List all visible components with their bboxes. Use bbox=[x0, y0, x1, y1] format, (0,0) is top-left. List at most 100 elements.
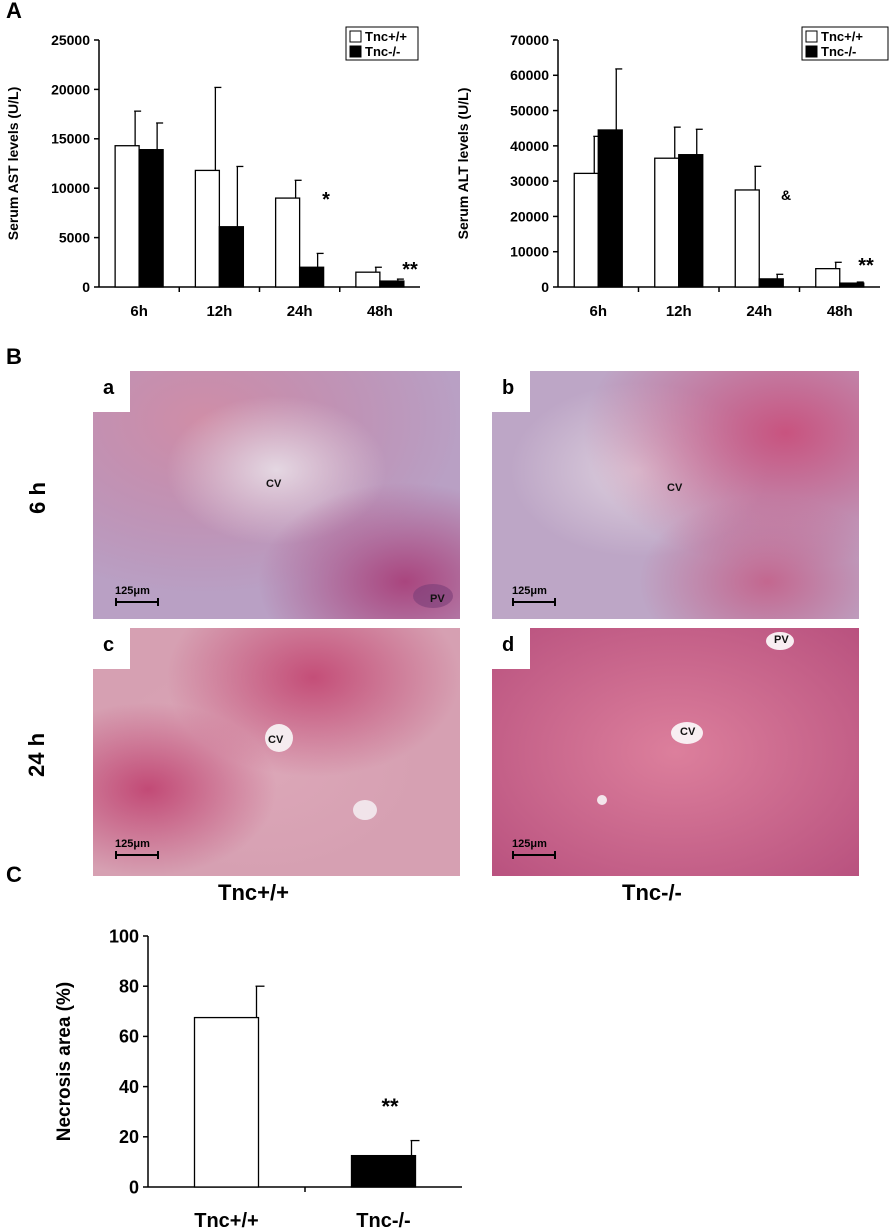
subpanel-letter: a bbox=[93, 371, 131, 412]
bar bbox=[678, 154, 704, 288]
bar bbox=[379, 280, 405, 288]
y-tick-label: 10000 bbox=[51, 180, 90, 196]
subpanel-letter: c bbox=[93, 628, 131, 669]
legend-swatch bbox=[349, 30, 362, 43]
tissue-image bbox=[492, 628, 859, 876]
x-tick-label: Tnc-/- bbox=[356, 1210, 410, 1232]
bar bbox=[815, 268, 841, 288]
y-tick-label: 100 bbox=[109, 926, 139, 946]
scale-label: 125μm bbox=[512, 585, 547, 597]
legend-swatch bbox=[805, 30, 818, 43]
y-tick-label: 5000 bbox=[59, 230, 90, 246]
ast-chart: Serum AST levels (U/L) 0 5000 10000 15000 200… bbox=[5, 26, 420, 320]
bar bbox=[654, 157, 680, 288]
panel-label-b: B bbox=[6, 344, 22, 369]
bar bbox=[758, 278, 784, 288]
y-axis-label: Serum AST levels (U/L) bbox=[5, 87, 21, 241]
bar bbox=[138, 149, 164, 288]
significance-mark: ** bbox=[402, 259, 418, 281]
tissue-image bbox=[492, 371, 859, 619]
y-tick-label: 50000 bbox=[510, 102, 549, 118]
y-axis-label: Necrosis area (%) bbox=[54, 982, 75, 1141]
x-tick-label: 6h bbox=[589, 303, 607, 320]
scale-bar: 125μm bbox=[512, 838, 560, 860]
subpanel-letter: d bbox=[492, 628, 531, 669]
y-tick-label: 70000 bbox=[510, 32, 549, 48]
y-tick-label: 30000 bbox=[510, 173, 549, 189]
legend-label: Tnc+/+ bbox=[365, 29, 407, 44]
bar bbox=[298, 266, 325, 288]
row-label-24h: 24 h bbox=[24, 732, 50, 778]
alt-chart: Serum ALT levels (U/L) 0 10000 20000 30000 40… bbox=[455, 26, 889, 320]
scale-bar: 125μm bbox=[115, 585, 163, 607]
bar bbox=[355, 271, 381, 288]
x-tick-label: 6h bbox=[130, 303, 148, 320]
micrograph-a: a CV PV 125μm bbox=[93, 371, 460, 619]
y-tick-label: 60 bbox=[119, 1027, 139, 1047]
x-tick-label: 48h bbox=[827, 303, 853, 320]
y-tick-label: 20000 bbox=[51, 81, 90, 97]
bar bbox=[218, 226, 245, 288]
y-tick-label: 60000 bbox=[510, 67, 549, 83]
scale-label: 125μm bbox=[115, 585, 150, 597]
pv-label: PV bbox=[774, 634, 789, 646]
x-tick-label: Tnc+/+ bbox=[194, 1210, 258, 1232]
significance-mark: * bbox=[322, 189, 330, 211]
cv-label: CV bbox=[680, 726, 696, 738]
bar bbox=[839, 282, 865, 288]
x-tick-label: 12h bbox=[666, 303, 692, 320]
scale-label: 125μm bbox=[115, 838, 150, 850]
micrograph-b: b CV 125μm bbox=[492, 371, 859, 619]
bar bbox=[274, 197, 301, 288]
x-tick-label: 24h bbox=[746, 303, 772, 320]
y-tick-label: 40000 bbox=[510, 138, 549, 154]
legend-swatch bbox=[349, 45, 362, 58]
y-tick-label: 0 bbox=[82, 279, 90, 295]
panel-label-c: C bbox=[6, 862, 22, 887]
y-tick-label: 15000 bbox=[51, 131, 90, 147]
cv-label: CV bbox=[266, 478, 282, 490]
legend-label: Tnc-/- bbox=[821, 44, 856, 59]
tissue-image bbox=[93, 628, 460, 876]
cv-label: CV bbox=[667, 482, 683, 494]
col-label-ko: Tnc-/- bbox=[622, 880, 682, 905]
micrograph-d: d CV PV 125μm bbox=[492, 628, 859, 876]
scale-bar: 125μm bbox=[512, 585, 560, 607]
bar bbox=[194, 169, 221, 288]
significance-mark: ** bbox=[858, 255, 874, 277]
x-tick-label: 24h bbox=[287, 303, 313, 320]
significance-mark: & bbox=[781, 187, 791, 203]
scale-label: 125μm bbox=[512, 838, 547, 850]
bar bbox=[350, 1154, 417, 1188]
legend-swatch bbox=[805, 45, 818, 58]
y-tick-label: 20 bbox=[119, 1127, 139, 1147]
legend-label: Tnc+/+ bbox=[821, 29, 863, 44]
bar bbox=[573, 172, 599, 288]
col-label-wt: Tnc+/+ bbox=[218, 880, 289, 905]
x-tick-label: 12h bbox=[206, 303, 232, 320]
y-tick-label: 80 bbox=[119, 977, 139, 997]
cv-label: CV bbox=[268, 734, 284, 746]
y-axis-label: Serum ALT levels (U/L) bbox=[455, 88, 471, 240]
legend-label: Tnc-/- bbox=[365, 44, 400, 59]
bar bbox=[597, 129, 623, 288]
scale-bar: 125μm bbox=[115, 838, 163, 860]
y-tick-label: 25000 bbox=[51, 32, 90, 48]
y-tick-label: 0 bbox=[541, 279, 549, 295]
micrograph-c: c CV 125μm bbox=[93, 628, 460, 876]
y-tick-label: 40 bbox=[119, 1077, 139, 1097]
tissue-image bbox=[93, 371, 460, 619]
y-tick-label: 0 bbox=[129, 1177, 139, 1197]
y-tick-label: 20000 bbox=[510, 208, 549, 224]
panel-label-a: A bbox=[6, 0, 22, 23]
bar bbox=[734, 189, 760, 288]
row-label-6h: 6 h bbox=[24, 482, 50, 514]
necrosis-chart: Necrosis area (%) 0 20 40 60 80 100 Tnc+/+ Tnc-/… bbox=[54, 926, 462, 1232]
y-tick-label: 10000 bbox=[510, 244, 549, 260]
bar bbox=[114, 145, 140, 288]
pv-label: PV bbox=[430, 593, 445, 605]
significance-mark: ** bbox=[381, 1094, 399, 1119]
bar bbox=[193, 1016, 260, 1188]
subpanel-letter: b bbox=[492, 371, 531, 412]
x-tick-label: 48h bbox=[367, 303, 393, 320]
